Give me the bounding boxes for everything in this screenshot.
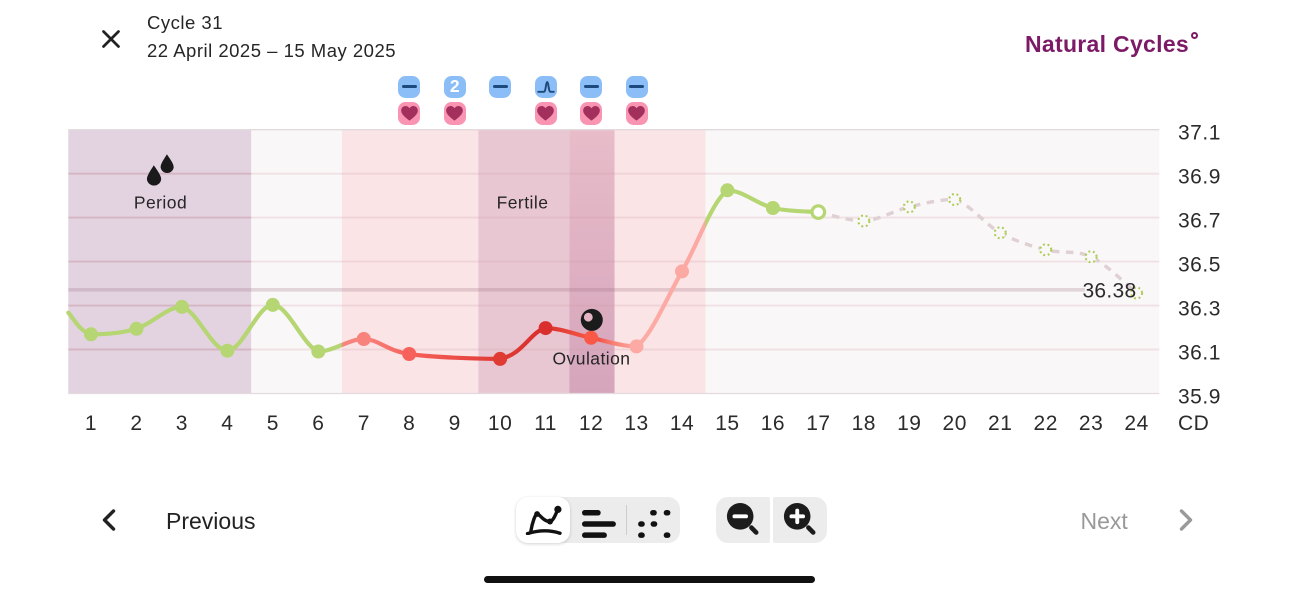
svg-text:17: 17 bbox=[806, 412, 830, 435]
svg-text:10: 10 bbox=[488, 412, 512, 435]
svg-text:13: 13 bbox=[624, 412, 648, 435]
svg-text:36.7: 36.7 bbox=[1178, 209, 1221, 232]
svg-text:11: 11 bbox=[534, 412, 557, 435]
svg-text:12: 12 bbox=[579, 412, 603, 435]
svg-text:20: 20 bbox=[943, 412, 967, 435]
svg-text:23: 23 bbox=[1079, 412, 1103, 435]
svg-text:9: 9 bbox=[449, 412, 461, 435]
svg-text:15: 15 bbox=[715, 412, 739, 435]
svg-text:7: 7 bbox=[358, 412, 370, 435]
svg-text:22: 22 bbox=[1034, 412, 1058, 435]
svg-text:36.9: 36.9 bbox=[1178, 166, 1221, 189]
svg-text:36.5: 36.5 bbox=[1178, 253, 1221, 276]
svg-text:Fertile: Fertile bbox=[497, 192, 549, 212]
svg-text:8: 8 bbox=[403, 412, 415, 435]
svg-text:18: 18 bbox=[852, 412, 876, 435]
svg-text:36.38: 36.38 bbox=[1082, 280, 1136, 303]
svg-text:37.1: 37.1 bbox=[1178, 122, 1221, 145]
svg-text:16: 16 bbox=[761, 412, 785, 435]
svg-text:2: 2 bbox=[130, 412, 142, 435]
svg-text:35.9: 35.9 bbox=[1178, 385, 1221, 408]
svg-text:1: 1 bbox=[85, 412, 97, 435]
svg-text:21: 21 bbox=[988, 412, 1012, 435]
svg-text:14: 14 bbox=[670, 412, 694, 435]
svg-text:36.3: 36.3 bbox=[1178, 297, 1221, 320]
svg-text:6: 6 bbox=[312, 412, 324, 435]
svg-text:Ovulation: Ovulation bbox=[553, 349, 631, 369]
svg-text:CD: CD bbox=[1178, 412, 1209, 435]
svg-text:19: 19 bbox=[897, 412, 921, 435]
svg-text:5: 5 bbox=[267, 412, 279, 435]
svg-text:Period: Period bbox=[134, 192, 187, 212]
svg-text:3: 3 bbox=[176, 412, 188, 435]
svg-text:4: 4 bbox=[221, 412, 233, 435]
svg-text:36.1: 36.1 bbox=[1178, 341, 1221, 364]
svg-text:24: 24 bbox=[1124, 412, 1148, 435]
